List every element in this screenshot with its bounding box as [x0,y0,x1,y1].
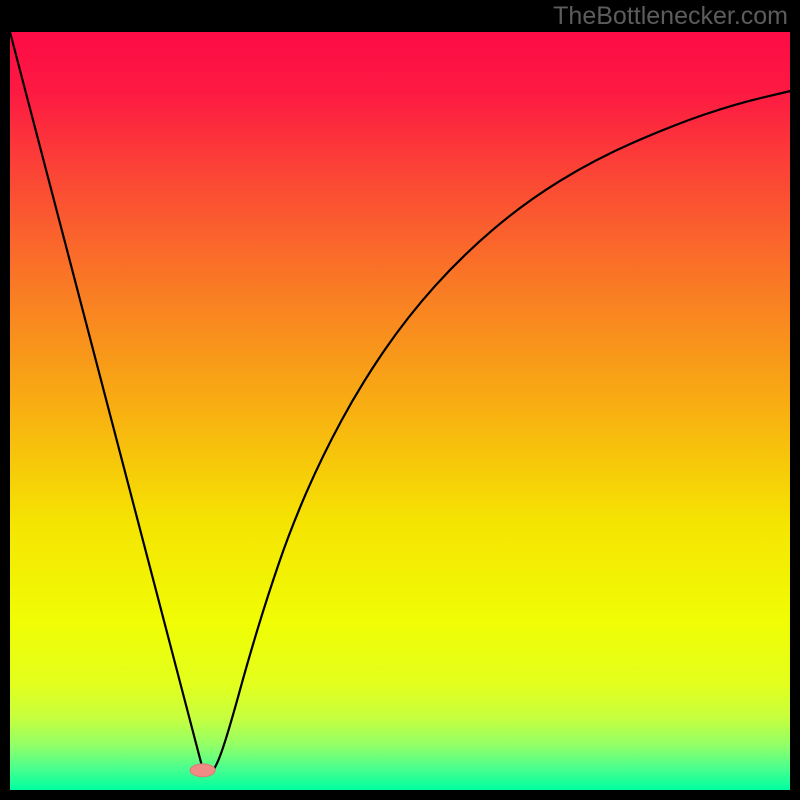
bottleneck-chart: TheBottlenecker.com [0,0,800,800]
operating-point-marker [190,764,215,777]
bottleneck-curve [10,32,790,790]
source-watermark: TheBottlenecker.com [553,2,788,31]
